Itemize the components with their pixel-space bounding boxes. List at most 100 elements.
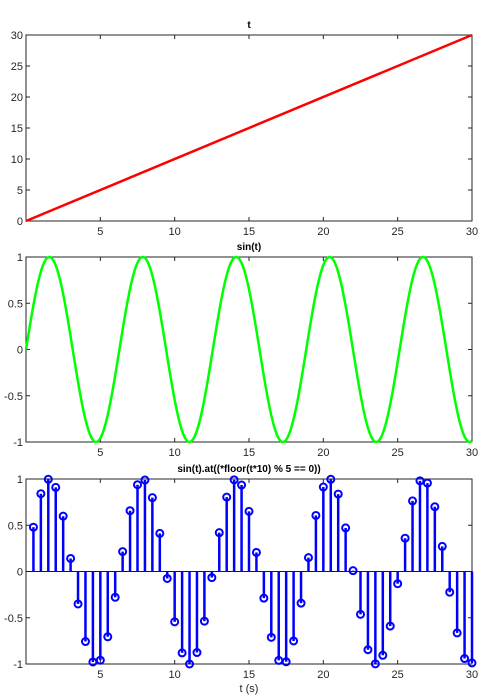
- stem-marker: [266, 632, 276, 642]
- stem-marker: [303, 553, 313, 563]
- x-tick-label: 15: [243, 669, 255, 681]
- stem-marker: [199, 616, 209, 626]
- y-tick-label: -0.5: [4, 613, 23, 625]
- stem-marker: [222, 492, 232, 502]
- stem-marker: [73, 599, 83, 609]
- x-tick-label: 30: [466, 226, 478, 238]
- stem-marker: [214, 528, 224, 538]
- stem-marker: [460, 654, 470, 664]
- stem-marker: [311, 510, 321, 520]
- panel-3-title: sin(t).at((*floor(t*10) % 5 == 0)): [177, 464, 320, 475]
- panel-sampled: sin(t).at((*floor(t*10) % 5 == 0)) 5 10 15…: [4, 464, 478, 695]
- y-tick-label: 0: [17, 216, 23, 228]
- stem-marker: [43, 474, 53, 484]
- y-tick-label: 0: [17, 345, 23, 357]
- panel-1-ticks: 5 10 15 20 25 30 0 5 10 15 20 25 30: [11, 30, 478, 238]
- y-tick-label: 15: [11, 123, 23, 135]
- panel-2-marks: [24, 255, 473, 444]
- stem-marker: [155, 528, 165, 538]
- x-tick-label: 15: [243, 447, 255, 459]
- stem-marker: [244, 506, 254, 516]
- stem-marker: [170, 617, 180, 627]
- x-tick-label: 10: [169, 447, 181, 459]
- stem-marker: [51, 482, 61, 492]
- panel-2-ticks: 5 10 15 20 25 30 -1 -0.5 0 0.5 1: [4, 252, 478, 459]
- stem-marker: [318, 482, 328, 492]
- stem-marker: [207, 573, 217, 583]
- stem-marker: [95, 655, 105, 665]
- y-tick-label: 0: [17, 567, 23, 579]
- stem-marker: [363, 645, 373, 655]
- stem-marker: [259, 593, 269, 603]
- panel-t: t 5 10 15 20 25 30 0 5 10 15 20 25 30: [11, 20, 478, 238]
- stem-marker: [66, 553, 76, 563]
- y-tick-label: 1: [17, 474, 23, 486]
- x-tick-label: 30: [466, 669, 478, 681]
- panel-3-xlabel: t (s): [240, 683, 259, 695]
- stem-marker: [430, 502, 440, 512]
- stem-marker: [80, 637, 90, 647]
- panel-3-ticks: 5 10 15 20 25 30 -1 -0.5 0 0.5 1: [4, 474, 478, 681]
- stem-marker: [296, 598, 306, 608]
- x-tick-label: 5: [97, 669, 103, 681]
- panel-2-title: sin(t): [237, 242, 261, 253]
- y-tick-label: -1: [13, 437, 23, 449]
- stem-marker: [437, 541, 447, 551]
- stem-marker: [333, 489, 343, 499]
- panel-1-marks: [25, 33, 473, 223]
- panel-1-title: t: [247, 20, 251, 31]
- stem-marker: [370, 659, 380, 669]
- stem-marker: [378, 650, 388, 660]
- x-tick-label: 5: [97, 226, 103, 238]
- stem-marker: [133, 480, 142, 490]
- stem-marker: [452, 628, 462, 638]
- stem-marker: [348, 566, 358, 576]
- stem-marker: [110, 592, 120, 602]
- stem-marker: [289, 636, 299, 646]
- y-tick-label: 5: [17, 185, 23, 197]
- y-tick-label: 10: [11, 154, 23, 166]
- x-tick-label: 20: [317, 447, 329, 459]
- stem-marker: [229, 475, 239, 485]
- stem-marker: [356, 609, 365, 619]
- x-tick-label: 5: [97, 447, 103, 459]
- x-tick-label: 20: [317, 669, 329, 681]
- stem-marker: [393, 579, 403, 589]
- stem-marker: [162, 573, 172, 583]
- stem-marker: [400, 533, 410, 543]
- stem-marker: [326, 474, 336, 484]
- series-line: [24, 255, 473, 444]
- x-tick-label: 25: [392, 447, 404, 459]
- stem-marker: [177, 648, 187, 658]
- stem-marker: [385, 621, 395, 631]
- stem-marker: [415, 476, 425, 486]
- stem-marker: [237, 480, 247, 490]
- y-tick-label: 20: [11, 92, 23, 104]
- stem-marker: [28, 522, 38, 532]
- series-line: [25, 33, 473, 223]
- x-tick-label: 10: [169, 226, 181, 238]
- stem-marker: [251, 547, 261, 557]
- y-tick-label: -1: [13, 659, 23, 671]
- stem-marker: [422, 478, 432, 488]
- stem-marker: [118, 547, 128, 557]
- stem-marker: [58, 511, 68, 521]
- stem-marker: [281, 657, 291, 667]
- stem-marker: [341, 523, 351, 533]
- stem-marker: [103, 632, 113, 642]
- x-tick-label: 30: [466, 447, 478, 459]
- y-tick-label: 30: [11, 30, 23, 42]
- x-tick-label: 15: [243, 226, 255, 238]
- y-tick-label: 0.5: [8, 520, 23, 532]
- stem-marker: [192, 648, 202, 658]
- stem-marker: [125, 506, 135, 516]
- panel-sin: sin(t) 5 10 15 20 25 30 -1 -0.5 0 0.5 1: [4, 242, 478, 459]
- stem-marker: [467, 658, 477, 668]
- stem-marker: [147, 493, 157, 503]
- y-tick-label: 0.5: [8, 298, 23, 310]
- x-tick-label: 10: [169, 669, 181, 681]
- y-tick-label: 1: [17, 252, 23, 264]
- y-tick-label: -0.5: [4, 391, 23, 403]
- stem-marker: [445, 587, 455, 597]
